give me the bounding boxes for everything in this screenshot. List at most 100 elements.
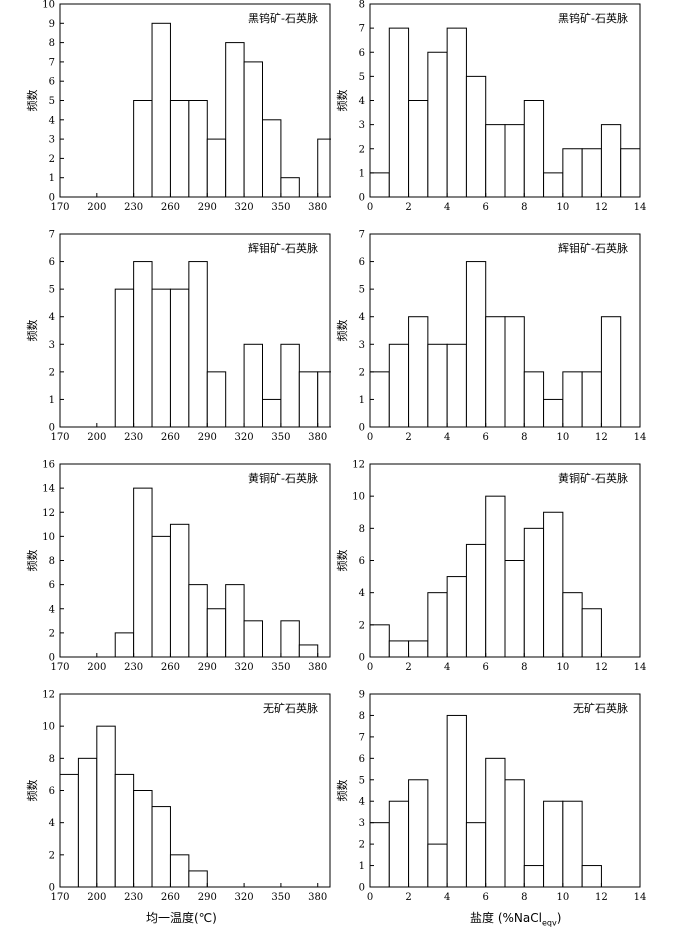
histogram-bar — [485, 124, 506, 198]
panel-title: 黄铜矿-石英脉 — [558, 471, 628, 485]
x-tick-label: 8 — [521, 202, 527, 213]
x-tick-label: 290 — [198, 202, 217, 213]
panel-molybdenite-temperature: 0 1 2 3 4 5 6 7 170 200 230 260 290 320 350 380 辉钼矿-石英脉频… — [25, 230, 331, 443]
x-tick-label: 2 — [405, 892, 411, 903]
y-tick-label: 14 — [42, 484, 55, 495]
bars-group — [369, 495, 602, 658]
histogram-bar — [485, 316, 506, 428]
x-tick-label: 320 — [235, 202, 254, 213]
histogram-bar — [543, 398, 564, 428]
y-tick-label: 1 — [49, 395, 55, 406]
histogram-bar — [408, 316, 429, 428]
x-tick-label: 6 — [483, 662, 489, 673]
histogram-bar — [206, 138, 227, 198]
x-axis-label-salinity: 盐度 (%NaCleqv) — [470, 909, 561, 927]
bars-group — [133, 22, 331, 198]
y-tick-label: 0 — [359, 193, 365, 204]
histogram-bar — [298, 644, 319, 658]
y-tick-label: 6 — [359, 754, 365, 765]
x-tick-label: 8 — [521, 662, 527, 673]
x-tick-label: 6 — [483, 202, 489, 213]
bars-group — [59, 725, 208, 888]
x-tick-label: 0 — [367, 202, 373, 213]
y-tick-label: 4 — [49, 818, 55, 829]
y-tick-label: 0 — [49, 653, 55, 664]
y-axis-label: 频数 — [335, 780, 349, 802]
x-tick-label: 260 — [161, 892, 180, 903]
x-tick-label: 6 — [483, 892, 489, 903]
panel-title: 黑钨矿-石英脉 — [558, 11, 628, 25]
x-tick-label: 10 — [556, 432, 569, 443]
y-tick-label: 0 — [49, 423, 55, 434]
y-tick-label: 2 — [359, 367, 365, 378]
histogram-bar — [133, 487, 153, 658]
plot-frame — [59, 233, 331, 428]
x-tick-label: 4 — [444, 202, 450, 213]
y-axis-label: 频数 — [335, 320, 349, 342]
y-tick-label: 4 — [359, 96, 365, 107]
x-tick-label: 380 — [308, 662, 327, 673]
histogram-bar — [408, 640, 429, 658]
histogram-bar — [543, 172, 564, 198]
x-tick-label: 12 — [595, 432, 608, 443]
y-tick-label: 4 — [359, 588, 365, 599]
histogram-bar — [523, 527, 545, 658]
x-tick-label: 8 — [521, 892, 527, 903]
histogram-bar — [485, 495, 506, 658]
histogram-bar — [188, 261, 208, 428]
histogram-bar — [280, 620, 300, 658]
y-tick-label: 5 — [359, 285, 365, 296]
x-tick-label: 2 — [405, 202, 411, 213]
x-tick-label: 230 — [124, 892, 143, 903]
histogram-bar — [133, 790, 153, 888]
x-tick-label: 260 — [161, 202, 180, 213]
histogram-bar — [243, 343, 264, 428]
y-tick-label: 0 — [359, 653, 365, 664]
panel-title: 黑钨矿-石英脉 — [248, 11, 318, 25]
histogram-bar — [133, 261, 153, 428]
y-tick-label: 7 — [49, 230, 55, 241]
panel-title: 辉钼矿-石英脉 — [558, 241, 628, 255]
histogram-bar — [169, 854, 190, 888]
bars-group — [369, 261, 622, 428]
histogram-bar — [388, 27, 410, 198]
histogram-bar — [388, 800, 410, 888]
histogram-bar — [169, 100, 190, 198]
x-tick-label: 380 — [308, 432, 327, 443]
y-tick-label: 2 — [49, 367, 55, 378]
histogram-bar — [446, 576, 467, 658]
histogram-bar — [427, 592, 448, 658]
histogram-bar — [280, 343, 300, 428]
histogram-bar — [369, 822, 390, 888]
histogram-bar — [77, 757, 98, 888]
x-tick-label: 10 — [556, 662, 569, 673]
x-tick-label: 320 — [235, 662, 254, 673]
histogram-bar — [151, 806, 171, 888]
histogram-bar — [388, 640, 410, 658]
x-tick-label: 320 — [235, 432, 254, 443]
histogram-bar — [600, 124, 622, 198]
y-tick-label: 9 — [359, 690, 365, 701]
x-tick-label: 4 — [444, 892, 450, 903]
y-tick-label: 3 — [359, 818, 365, 829]
histogram-bar — [388, 343, 410, 428]
x-tick-label: 14 — [634, 892, 647, 903]
histogram-bar — [562, 592, 583, 658]
histogram-bar — [206, 371, 227, 428]
histogram-bar — [465, 261, 487, 428]
bars-group — [114, 487, 319, 658]
y-tick-label: 10 — [42, 532, 55, 543]
panel-title: 无矿石英脉 — [263, 701, 318, 715]
x-tick-label: 12 — [595, 892, 608, 903]
y-tick-label: 3 — [49, 135, 55, 146]
x-tick-label: 260 — [161, 432, 180, 443]
histogram-bar — [543, 511, 564, 658]
x-tick-label: 170 — [50, 662, 69, 673]
y-tick-label: 8 — [49, 754, 55, 765]
y-tick-label: 5 — [49, 96, 55, 107]
histogram-bar — [151, 535, 171, 658]
histogram-bar — [562, 800, 583, 888]
